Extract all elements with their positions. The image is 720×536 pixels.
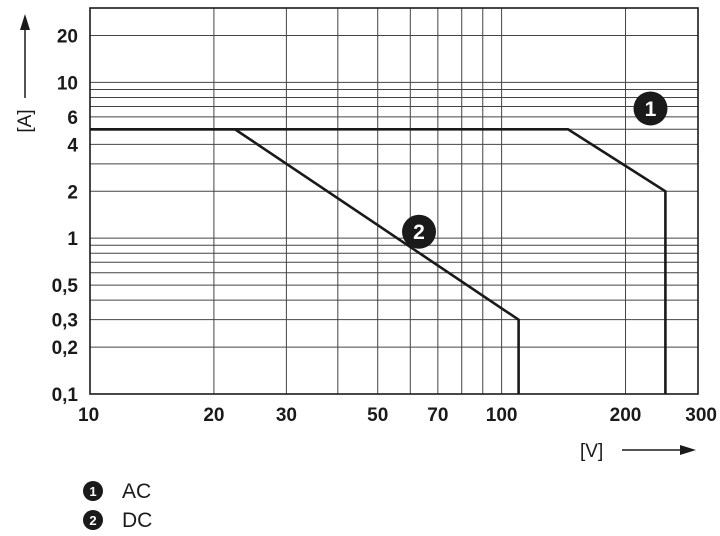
y-tick-label: 0,3 bbox=[52, 311, 78, 332]
legend-marker-1-label: 1 bbox=[89, 484, 96, 499]
y-tick-label: 1 bbox=[67, 229, 78, 250]
y-tick-label: 0,2 bbox=[52, 338, 78, 359]
y-tick-label: 20 bbox=[57, 26, 78, 47]
x-tick-label: 50 bbox=[367, 405, 388, 426]
y-tick-label: 4 bbox=[67, 135, 78, 156]
x-axis-label-group: [V] bbox=[580, 441, 696, 462]
legend: 1 AC 2 DC bbox=[83, 480, 152, 532]
series-layer: 12 bbox=[90, 91, 668, 394]
legend-label-ac: AC bbox=[122, 480, 151, 503]
x-tick-label: 20 bbox=[203, 405, 224, 426]
x-tick-labels: 10 20 30 50 70 100 200 300 bbox=[78, 405, 717, 426]
legend-item-ac: 1 AC bbox=[83, 480, 151, 503]
plot-frame bbox=[89, 7, 699, 395]
x-tick-label: 300 bbox=[685, 405, 717, 426]
series-marker-label-dc: 2 bbox=[413, 221, 425, 244]
x-tick-label: 10 bbox=[78, 405, 99, 426]
y-tick-label: 0,1 bbox=[52, 385, 79, 406]
grid bbox=[89, 7, 699, 395]
series-marker-label-ac: 1 bbox=[645, 98, 657, 121]
legend-marker-1-icon bbox=[83, 481, 103, 501]
legend-label-dc: DC bbox=[122, 509, 152, 532]
y-tick-label: 2 bbox=[67, 182, 78, 203]
legend-marker-2-icon bbox=[83, 510, 103, 530]
series-line-dc bbox=[90, 128, 520, 394]
y-tick-labels: 0,1 0,2 0,3 0,5 1 2 4 6 10 20 bbox=[52, 26, 79, 406]
y-axis-label-group: [A] bbox=[15, 14, 36, 133]
y-tick-label: 0,5 bbox=[52, 276, 79, 297]
x-tick-label: 100 bbox=[486, 405, 518, 426]
y-tick-label: 10 bbox=[57, 73, 78, 94]
legend-marker-2-label: 2 bbox=[89, 513, 96, 528]
y-axis-label: [A] bbox=[15, 109, 36, 132]
series-marker-ac-icon bbox=[633, 91, 668, 126]
x-tick-label: 70 bbox=[427, 405, 448, 426]
y-axis-arrow-icon bbox=[20, 14, 30, 30]
x-axis-label: [V] bbox=[580, 441, 603, 462]
x-tick-label: 30 bbox=[276, 405, 297, 426]
legend-item-dc: 2 DC bbox=[83, 509, 152, 532]
y-tick-label: 6 bbox=[67, 108, 78, 129]
series-line-ac bbox=[90, 128, 667, 394]
x-axis-arrow-icon bbox=[680, 445, 696, 455]
x-tick-label: 200 bbox=[610, 405, 642, 426]
series-marker-dc-icon bbox=[402, 214, 437, 249]
